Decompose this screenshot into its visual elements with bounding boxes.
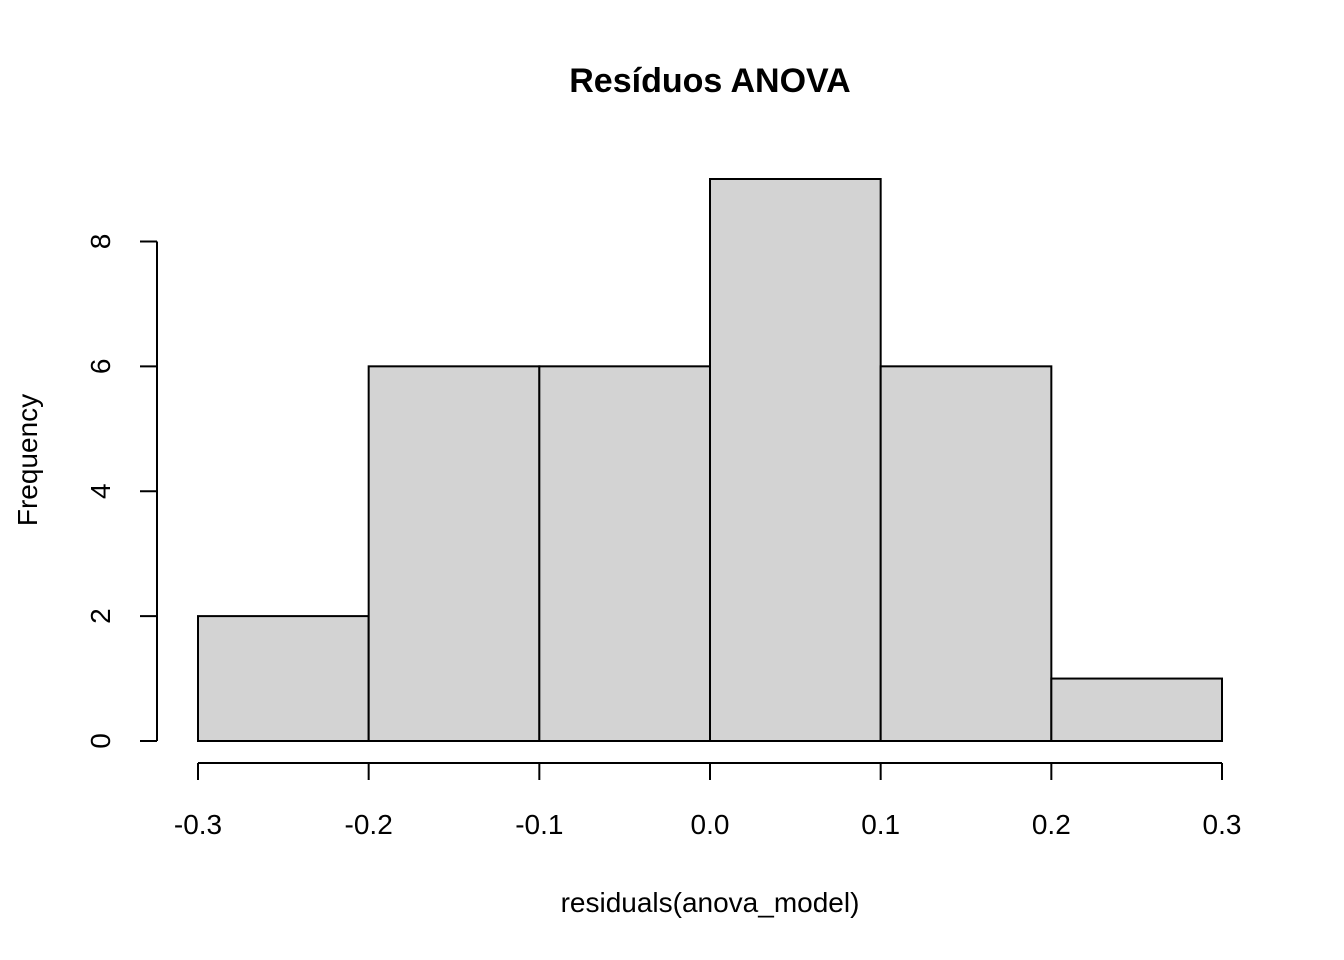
histogram-bar [197, 615, 370, 742]
y-tick-label: 8 [85, 234, 116, 250]
x-axis: -0.3 -0.2 -0.1 0.0 0.1 0.2 0.3 [174, 762, 1242, 840]
histogram-bar [538, 365, 711, 742]
x-tick-label: -0.3 [174, 809, 222, 840]
y-axis: 0 2 4 6 8 [85, 234, 158, 749]
x-tick-label: -0.2 [345, 809, 393, 840]
chart-title: Resíduos ANOVA [569, 62, 850, 100]
y-tick-label: 6 [85, 359, 116, 375]
histogram-bar [709, 178, 882, 742]
y-tick-label: 4 [85, 483, 116, 499]
x-tick-label: 0.0 [691, 809, 730, 840]
y-tick-label: 2 [85, 608, 116, 624]
x-tick-label: 0.3 [1203, 809, 1242, 840]
histogram-bar [367, 365, 541, 742]
histogram-bar [879, 365, 1053, 742]
histogram-bar [1050, 677, 1224, 742]
y-axis-title: Frequency [12, 394, 43, 526]
x-axis-title: residuals(anova_model) [561, 887, 860, 918]
x-tick-label: 0.1 [861, 809, 900, 840]
x-tick-label: 0.2 [1032, 809, 1071, 840]
bars-group [197, 178, 1224, 742]
x-tick-label: -0.1 [515, 809, 563, 840]
y-tick-label: 0 [85, 733, 116, 749]
